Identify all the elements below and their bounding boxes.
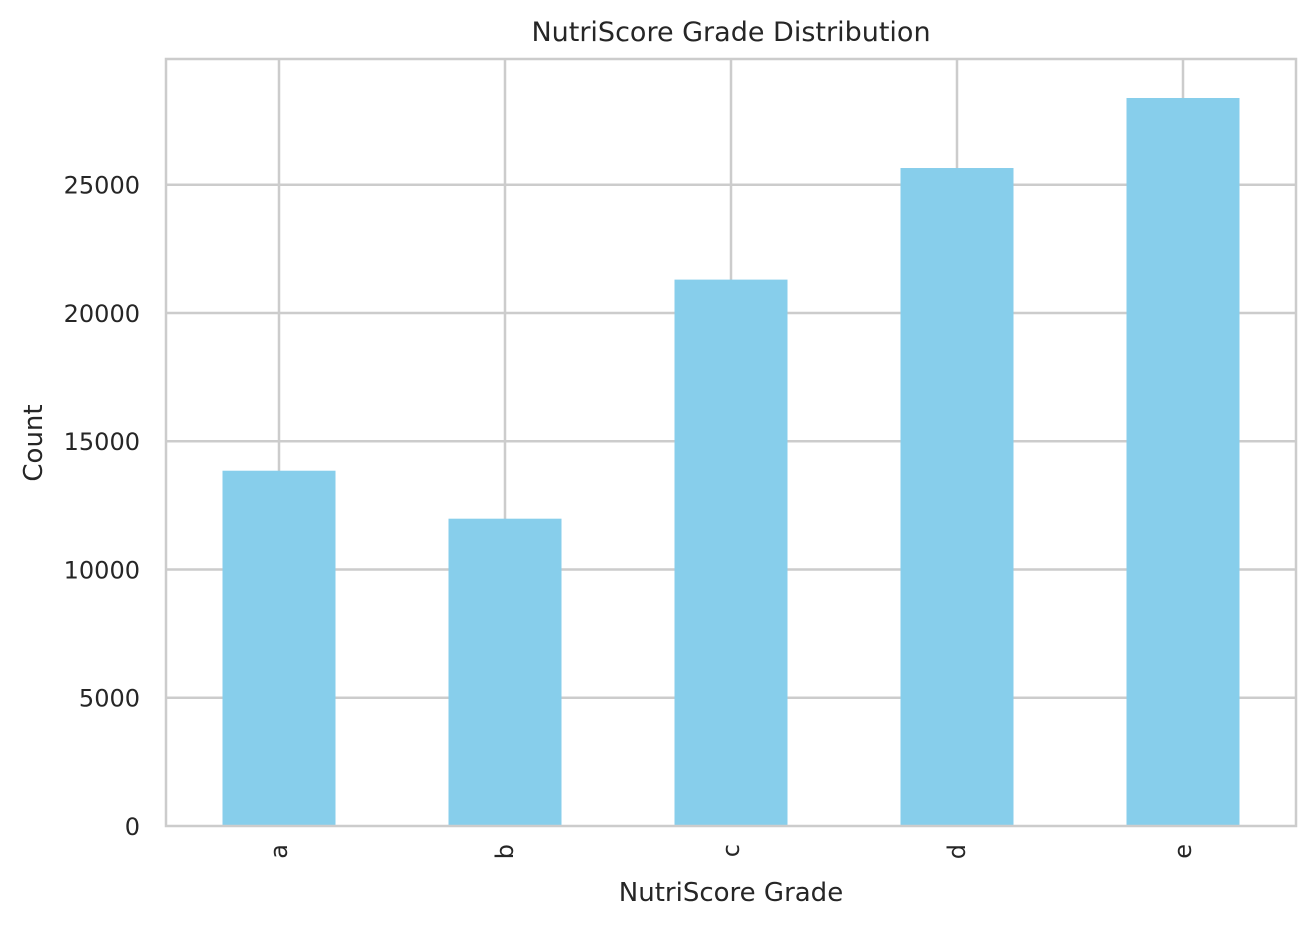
- x-tick-label: c: [717, 844, 745, 857]
- bar-d: [900, 168, 1014, 827]
- bar-a: [222, 470, 336, 826]
- y-tick-label: 20000: [64, 300, 140, 328]
- x-axis-label: NutriScore Grade: [619, 878, 843, 908]
- x-tick-label: e: [1169, 844, 1197, 859]
- y-tick-label: 10000: [64, 556, 140, 584]
- y-tick-label: 15000: [64, 428, 140, 456]
- y-tick-label: 5000: [79, 685, 140, 713]
- chart-title: NutriScore Grade Distribution: [531, 17, 930, 48]
- x-tick-label: a: [265, 844, 293, 859]
- x-tick-label: d: [943, 844, 971, 859]
- y-tick-label: 25000: [64, 172, 140, 200]
- x-tick-labels: a b c d e: [265, 844, 1197, 859]
- x-tick-label: b: [491, 844, 519, 859]
- bar-b: [448, 518, 562, 826]
- plot-frame: [164, 57, 1298, 828]
- bars: [222, 97, 1240, 827]
- y-axis-label: Count: [19, 404, 49, 481]
- bar-e: [1126, 97, 1240, 826]
- y-tick-label: 0: [125, 813, 140, 841]
- y-tick-labels: 0 5000 10000 15000 20000 25000: [64, 172, 140, 841]
- bar-c: [674, 279, 788, 826]
